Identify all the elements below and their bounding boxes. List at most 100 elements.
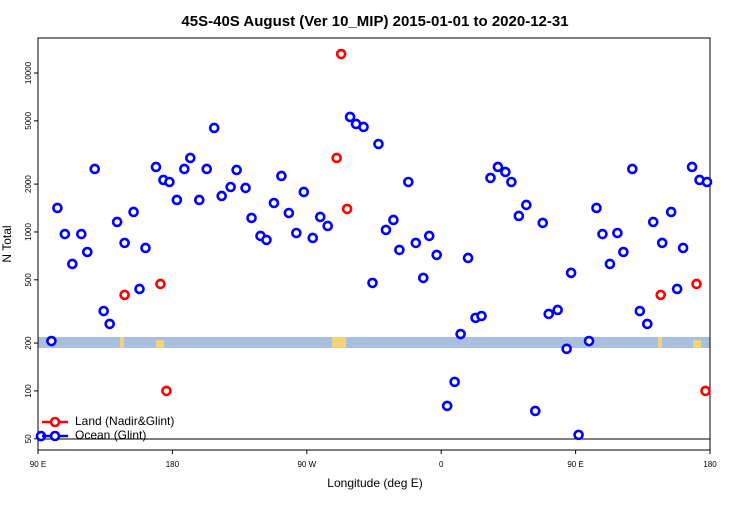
data-point: [634, 305, 646, 317]
data-point: [476, 310, 487, 322]
data-point: [455, 328, 466, 340]
data-point: [565, 267, 577, 279]
data-point: [506, 176, 517, 188]
data-point: [331, 152, 342, 164]
data-point: [307, 232, 319, 244]
y-tick-label: 200: [24, 336, 33, 350]
data-point: [208, 122, 220, 134]
land-patch: [120, 337, 124, 348]
data-point: [388, 214, 399, 226]
y-tick-label: 500: [24, 273, 33, 287]
data-point: [322, 220, 334, 232]
data-point: [98, 305, 110, 317]
data-point: [656, 237, 668, 249]
data-point: [59, 228, 71, 240]
data-point: [76, 228, 87, 240]
data-point: [655, 289, 667, 301]
data-point: [150, 161, 162, 173]
data-point: [500, 166, 511, 178]
data-point: [686, 161, 698, 173]
data-point: [161, 385, 172, 397]
data-point: [492, 161, 504, 173]
data-point: [591, 202, 602, 214]
data-point: [119, 289, 130, 301]
data-point: [134, 283, 145, 295]
y-tick-label: 100: [24, 384, 33, 398]
data-point: [380, 224, 392, 236]
data-point: [449, 376, 460, 388]
data-point: [618, 246, 629, 258]
data-point: [627, 163, 638, 175]
data-point: [537, 217, 549, 229]
data-point: [441, 400, 453, 412]
data-point: [341, 203, 353, 215]
data-point: [410, 237, 422, 249]
data-point: [417, 272, 429, 284]
x-tick-label: 180: [166, 460, 180, 469]
x-tick-label: 90 W: [297, 460, 316, 469]
data-point: [314, 211, 326, 223]
data-point: [701, 176, 713, 188]
data-point: [604, 258, 616, 270]
data-point: [647, 216, 659, 228]
data-point: [298, 186, 310, 198]
data-point: [677, 242, 689, 254]
data-point: [665, 206, 677, 218]
map-band: [38, 337, 710, 348]
legend-marker: [49, 416, 61, 428]
data-point: [52, 202, 63, 214]
data-point: [367, 277, 378, 289]
data-point: [185, 152, 196, 164]
data-point: [641, 318, 653, 330]
data-point: [268, 197, 280, 209]
y-tick-label: 50: [24, 434, 33, 443]
data-point: [373, 138, 384, 150]
data-point: [521, 199, 532, 211]
land-patch: [658, 337, 662, 348]
y-tick-label: 2000: [24, 175, 33, 193]
data-point: [46, 335, 57, 347]
data-point: [543, 308, 555, 320]
data-point: [89, 163, 101, 175]
data-point: [81, 246, 93, 258]
data-point: [700, 385, 711, 397]
data-point: [128, 206, 139, 218]
legend-label: Ocean (Glint): [75, 428, 146, 442]
x-tick-label: 180: [703, 460, 717, 469]
y-tick-label: 10000: [24, 61, 33, 84]
plot-frame: [37, 37, 711, 451]
data-point: [597, 228, 608, 240]
chart-title: 45S-40S August (Ver 10_MIP) 2015-01-01 t…: [181, 13, 568, 30]
ocean-band: [38, 337, 710, 348]
data-point: [225, 181, 236, 193]
data-point: [423, 230, 435, 242]
data-point: [513, 210, 525, 222]
data-point: [246, 212, 257, 224]
data-point: [573, 429, 584, 441]
data-point: [671, 283, 683, 295]
data-point: [583, 335, 595, 347]
data-point: [261, 234, 272, 246]
data-point: [394, 244, 405, 256]
y-axis-label: N Total: [0, 225, 14, 262]
data-point: [111, 216, 123, 228]
data-point: [119, 237, 130, 249]
data-point: [276, 170, 287, 182]
data-point: [291, 227, 302, 239]
x-tick-label: 0: [439, 460, 444, 469]
data-point: [179, 163, 190, 175]
data-point: [240, 182, 251, 194]
data-point: [283, 207, 295, 219]
data-point: [164, 176, 175, 188]
data-point: [462, 252, 474, 264]
data-point: [485, 172, 496, 184]
data-point: [344, 111, 356, 123]
data-point: [201, 163, 213, 175]
data-point: [155, 278, 166, 290]
y-tick-label: 1000: [24, 223, 33, 241]
land-patch: [332, 337, 346, 348]
data-point: [358, 121, 369, 133]
data-point: [561, 343, 572, 355]
data-point: [104, 318, 115, 330]
